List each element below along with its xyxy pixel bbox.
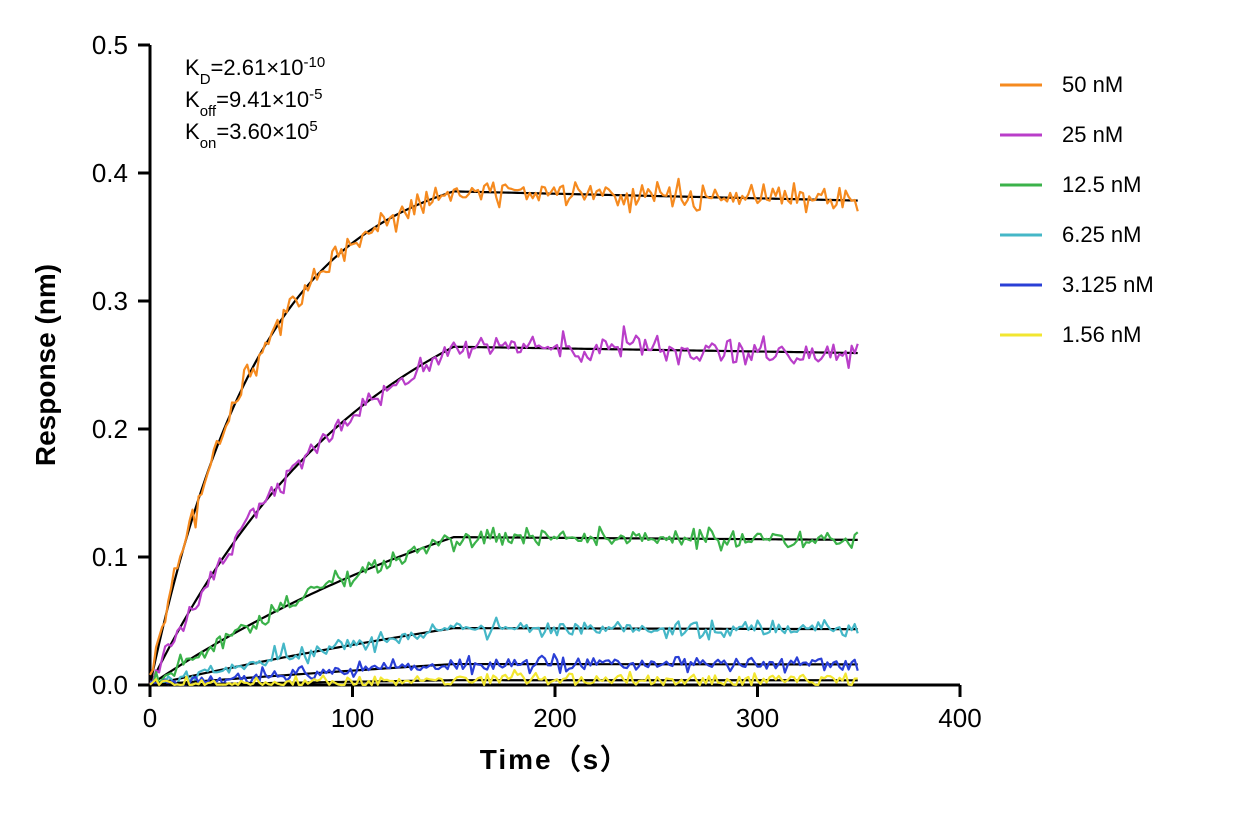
y-tick-label: 0.3 bbox=[92, 286, 128, 316]
x-tick-label: 100 bbox=[331, 703, 374, 733]
x-tick-label: 400 bbox=[938, 703, 981, 733]
x-tick-label: 300 bbox=[736, 703, 779, 733]
y-axis-label: Response (nm) bbox=[30, 264, 61, 466]
legend-label: 50 nM bbox=[1062, 72, 1123, 97]
x-tick-label: 0 bbox=[143, 703, 157, 733]
y-tick-label: 0.2 bbox=[92, 414, 128, 444]
legend-label: 3.125 nM bbox=[1062, 272, 1154, 297]
sensorgram-chart: 0.0 0.1 0.2 0.3 0.4 0.5 0 100 200 300 400 Response … bbox=[0, 0, 1240, 825]
y-tick-label: 0.0 bbox=[92, 670, 128, 700]
legend-label: 1.56 nM bbox=[1062, 322, 1142, 347]
x-tick-label: 200 bbox=[533, 703, 576, 733]
legend-label: 12.5 nM bbox=[1062, 172, 1142, 197]
y-tick-label: 0.1 bbox=[92, 542, 128, 572]
chart-svg: 0.0 0.1 0.2 0.3 0.4 0.5 0 100 200 300 400 Response … bbox=[0, 0, 1240, 825]
legend-label: 6.25 nM bbox=[1062, 222, 1142, 247]
y-tick-label: 0.5 bbox=[92, 30, 128, 60]
legend-label: 25 nM bbox=[1062, 122, 1123, 147]
y-tick-label: 0.4 bbox=[92, 158, 128, 188]
x-axis-label: Time（s） bbox=[480, 743, 630, 775]
